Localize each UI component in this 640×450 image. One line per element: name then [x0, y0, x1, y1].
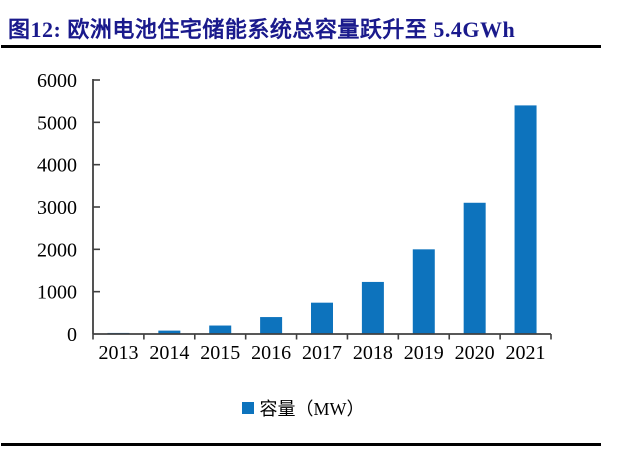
y-tick-label-1000: 1000 — [37, 282, 77, 304]
bar-2014 — [158, 330, 181, 334]
bar-2015 — [209, 325, 232, 334]
bar-2019 — [412, 249, 435, 334]
x-label-2015: 2015 — [200, 342, 240, 364]
legend-swatch — [241, 402, 254, 414]
x-label-2021: 2021 — [506, 342, 546, 364]
legend-label: 容量（MW） — [259, 399, 365, 419]
y-tick-label-4000: 4000 — [37, 155, 77, 177]
figure-title: 图12: 欧洲电池住宅储能系统总容量跃升至 5.4GWh — [8, 17, 516, 42]
y-tick-label-3000: 3000 — [37, 197, 77, 219]
bar-2018 — [361, 281, 384, 334]
y-tick-label-6000: 6000 — [37, 70, 77, 92]
y-tick-label-2000: 2000 — [37, 239, 77, 261]
bar-2020 — [463, 202, 486, 334]
y-tick-label-0: 0 — [67, 324, 77, 346]
x-label-2020: 2020 — [455, 342, 495, 364]
x-label-2019: 2019 — [404, 342, 444, 364]
x-label-2014: 2014 — [149, 342, 189, 364]
bar-2016 — [260, 317, 283, 334]
figure-bottom-rule — [1, 443, 601, 446]
legend: 容量（MW） — [0, 395, 606, 421]
bar-2021 — [514, 105, 537, 335]
x-label-2018: 2018 — [353, 342, 393, 364]
x-label-2013: 2013 — [98, 342, 138, 364]
x-label-2017: 2017 — [302, 342, 342, 364]
title-underline — [1, 45, 601, 48]
x-label-2016: 2016 — [251, 342, 291, 364]
y-tick-label-5000: 5000 — [37, 112, 77, 134]
bar-2017 — [311, 302, 333, 334]
